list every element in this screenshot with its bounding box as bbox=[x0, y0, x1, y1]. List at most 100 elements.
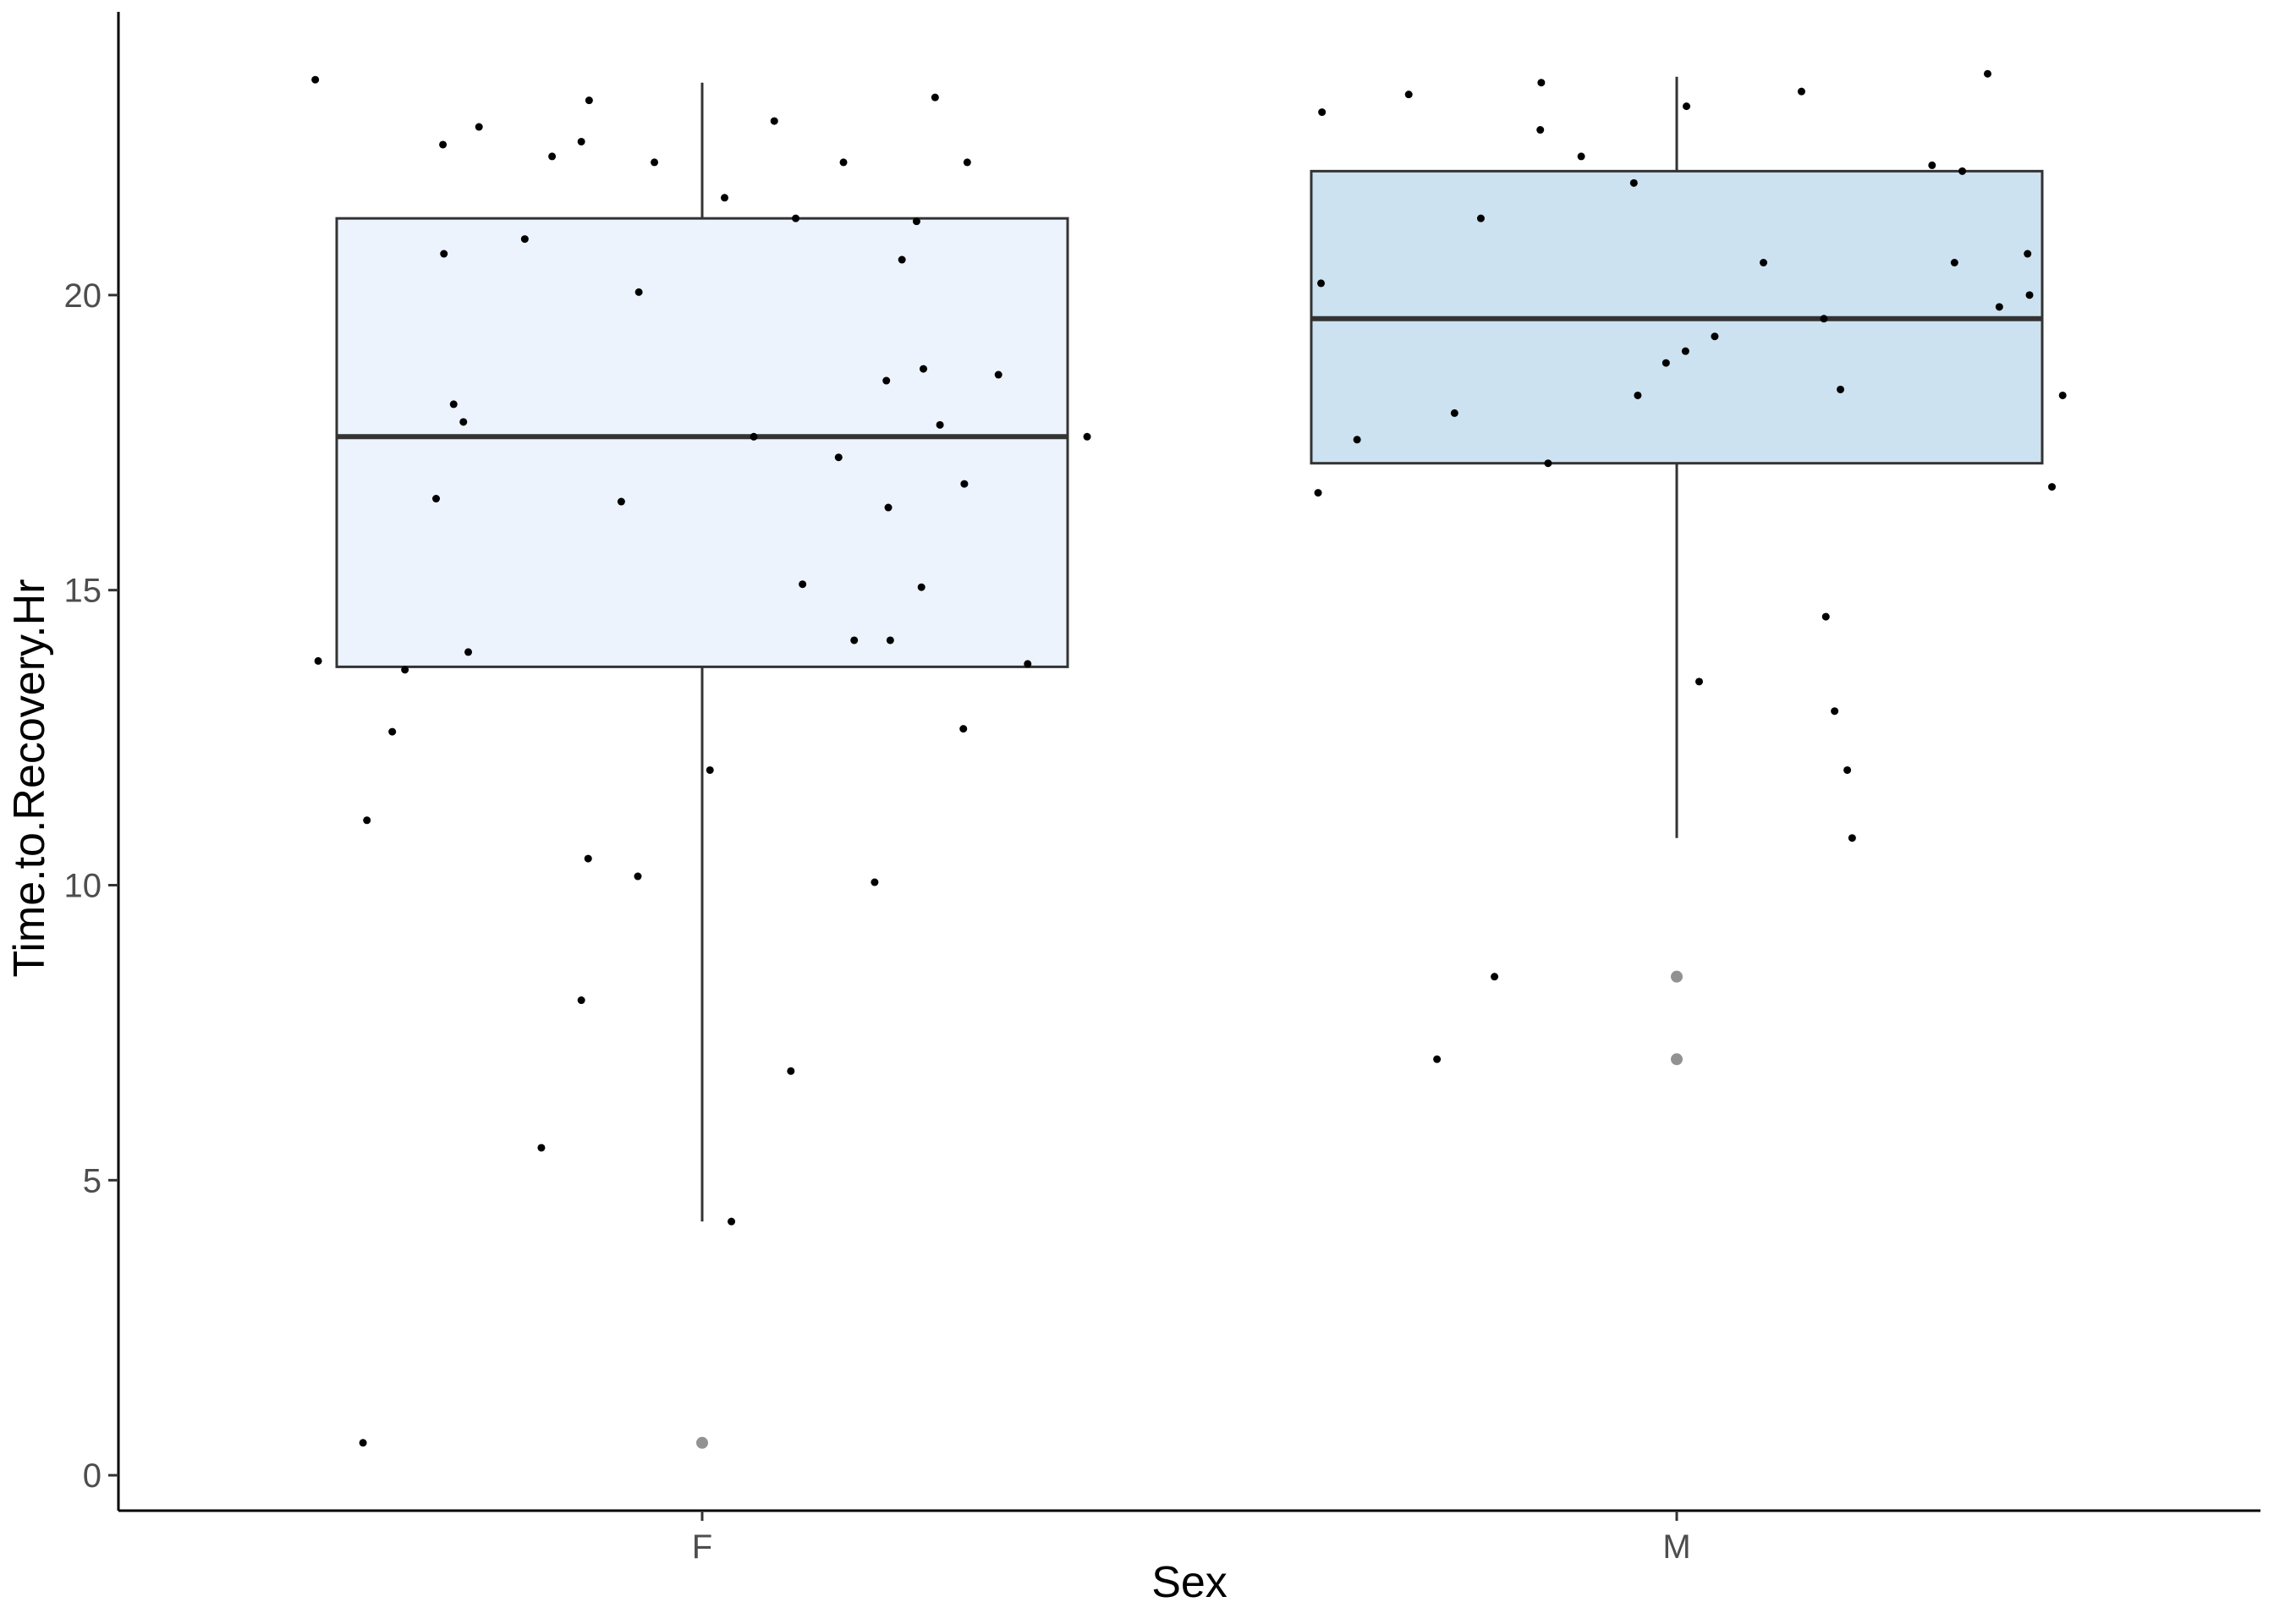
data-point bbox=[720, 194, 728, 202]
data-point bbox=[459, 418, 468, 426]
box-M bbox=[1310, 76, 2044, 1066]
data-point bbox=[475, 123, 483, 131]
data-point bbox=[799, 580, 807, 589]
data-point bbox=[1681, 347, 1689, 355]
data-point bbox=[1928, 161, 1936, 169]
data-point bbox=[651, 158, 659, 167]
data-point bbox=[1537, 79, 1546, 87]
data-point bbox=[464, 648, 473, 656]
data-point bbox=[537, 1144, 546, 1152]
data-point bbox=[440, 250, 448, 258]
data-point bbox=[920, 365, 928, 373]
data-point bbox=[1711, 332, 1719, 341]
data-point bbox=[314, 656, 322, 665]
data-point bbox=[401, 666, 409, 674]
data-point bbox=[1317, 279, 1326, 288]
y-axis-title: Time.to.Recovery.Hr bbox=[5, 579, 54, 978]
data-point bbox=[1314, 489, 1322, 497]
data-point bbox=[577, 137, 585, 145]
data-point bbox=[884, 503, 893, 512]
data-point bbox=[2048, 483, 2057, 491]
x-axis-title: Sex bbox=[1151, 1558, 1228, 1607]
data-point bbox=[1821, 612, 1830, 621]
data-point bbox=[882, 376, 891, 385]
data-point bbox=[1820, 315, 1828, 323]
data-point bbox=[1831, 707, 1839, 716]
data-point bbox=[1662, 359, 1670, 367]
data-point bbox=[1950, 258, 1958, 266]
y-tick-label: 10 bbox=[64, 868, 102, 905]
y-tick-label: 15 bbox=[64, 573, 102, 610]
data-point bbox=[363, 816, 371, 825]
data-point bbox=[634, 288, 643, 296]
data-point bbox=[1318, 108, 1326, 117]
data-point bbox=[706, 765, 714, 774]
data-point bbox=[2024, 250, 2032, 258]
data-point bbox=[1536, 126, 1545, 134]
data-point bbox=[728, 1217, 736, 1226]
data-point bbox=[959, 725, 968, 733]
data-point bbox=[439, 140, 448, 149]
data-point bbox=[359, 1439, 367, 1447]
data-point bbox=[834, 453, 843, 462]
data-point bbox=[850, 636, 859, 645]
data-point bbox=[960, 480, 969, 488]
y-tick-label: 20 bbox=[64, 277, 102, 315]
x-tick-label: F bbox=[692, 1528, 712, 1566]
data-point bbox=[1404, 91, 1413, 99]
y-axis-ticks: 0 5 10 15 20 bbox=[64, 277, 118, 1495]
data-point bbox=[931, 93, 939, 102]
outlier-point bbox=[696, 1436, 708, 1449]
data-point bbox=[912, 217, 920, 226]
data-point bbox=[1083, 432, 1091, 441]
boxes-layer bbox=[335, 76, 2044, 1449]
data-point bbox=[787, 1067, 795, 1075]
data-point bbox=[792, 214, 800, 222]
data-point bbox=[871, 878, 879, 886]
data-point bbox=[1634, 391, 1642, 399]
data-point bbox=[634, 872, 642, 881]
data-point bbox=[839, 158, 848, 167]
data-point bbox=[1491, 973, 1499, 981]
data-point bbox=[1544, 459, 1552, 468]
data-point bbox=[1024, 660, 1032, 668]
data-point bbox=[886, 636, 894, 645]
data-point bbox=[1695, 678, 1703, 686]
data-point bbox=[585, 96, 593, 105]
data-point bbox=[1760, 258, 1768, 266]
data-point bbox=[1995, 303, 2003, 311]
data-point bbox=[1353, 436, 1361, 444]
data-point bbox=[1629, 178, 1638, 187]
box-iqr bbox=[335, 217, 1069, 668]
y-tick-label: 5 bbox=[83, 1162, 102, 1199]
data-point bbox=[577, 996, 585, 1005]
data-point bbox=[1837, 385, 1845, 393]
data-point bbox=[449, 400, 458, 409]
data-point bbox=[1577, 152, 1585, 161]
x-tick-label: M bbox=[1662, 1528, 1690, 1566]
data-point bbox=[898, 255, 906, 264]
data-point bbox=[1797, 87, 1805, 96]
outlier-point bbox=[1671, 1053, 1683, 1066]
data-point bbox=[617, 497, 625, 506]
outlier-point bbox=[1671, 970, 1683, 983]
data-point bbox=[1958, 167, 1967, 175]
data-point bbox=[1843, 765, 1852, 774]
data-point bbox=[1476, 214, 1485, 222]
data-point bbox=[1433, 1055, 1442, 1063]
box-F bbox=[335, 82, 1069, 1449]
data-point bbox=[936, 420, 944, 429]
data-point bbox=[1450, 409, 1458, 417]
y-tick-label: 0 bbox=[83, 1457, 102, 1495]
data-point bbox=[917, 583, 926, 591]
data-point bbox=[994, 370, 1002, 379]
data-point bbox=[750, 432, 758, 441]
data-point bbox=[2025, 291, 2034, 299]
data-point bbox=[1848, 834, 1856, 842]
data-point bbox=[520, 235, 529, 244]
data-point bbox=[584, 854, 592, 863]
data-point bbox=[548, 152, 557, 161]
data-point bbox=[963, 158, 971, 167]
